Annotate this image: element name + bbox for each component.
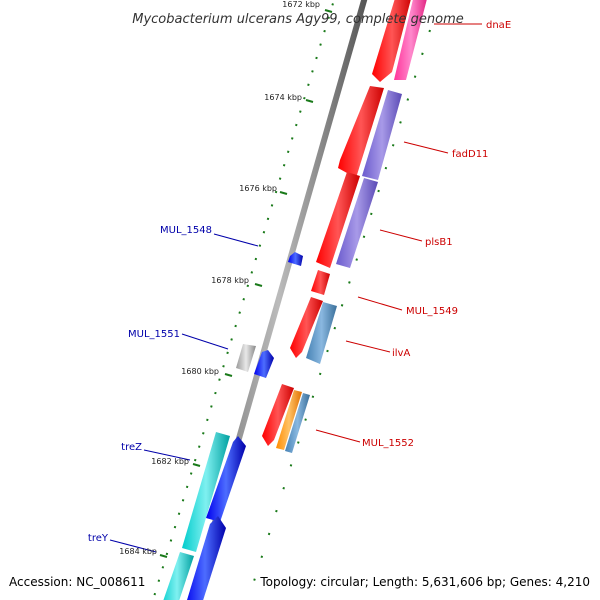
gene-arrow-fadd11-cds <box>338 86 384 178</box>
gene-arrow-mul1552-blue <box>285 393 310 453</box>
gene-arrow-ilva <box>306 302 337 364</box>
accession-text: Accession: NC_008611 <box>9 575 145 589</box>
gene-arrow-trez-blue <box>206 436 246 522</box>
gene-arrow-dnae <box>394 0 427 80</box>
reverse-feature-track <box>163 252 303 600</box>
tick-label: 1672 kbp <box>282 0 320 9</box>
gene-arrow-dnae-cds <box>372 0 411 82</box>
tick-label: 1676 kbp <box>239 184 277 193</box>
gene-arrow-mul1552-cds <box>262 384 294 446</box>
gene-arrow-mul1548 <box>288 252 303 266</box>
tick-label: 1674 kbp <box>264 93 302 102</box>
gene-arrow-ilva-cds <box>290 297 323 358</box>
gene-arrow-trey-cyan <box>163 552 194 600</box>
gene-label-trey: treY <box>88 533 109 544</box>
gene-labels-reverse: MUL_1548 MUL_1551 treZ treY <box>88 225 212 544</box>
tick-label: 1684 kbp <box>119 547 157 556</box>
map-title: Mycobacterium ulcerans Agy99, complete g… <box>132 12 464 27</box>
gene-arrow-mul1549-cds <box>311 270 330 295</box>
gene-label-ilva: ilvA <box>392 348 410 359</box>
tick-label: 1682 kbp <box>151 457 189 466</box>
gene-arrow-fadd11 <box>362 90 402 180</box>
gene-label-mul1548: MUL_1548 <box>160 225 212 236</box>
kbp-ticks <box>159 9 333 558</box>
tick-ring-inner <box>151 0 336 600</box>
gene-label-mul1551: MUL_1551 <box>128 329 180 340</box>
gene-arrow-mul1551 <box>254 350 274 378</box>
gene-arrow-plsb1 <box>336 178 378 268</box>
gene-arrow-mul1551-grey <box>236 344 256 372</box>
kbp-tick-labels: 1672 kbp 1674 kbp 1676 kbp 1678 kbp 1680… <box>119 0 320 556</box>
tick-label: 1678 kbp <box>211 276 249 285</box>
forward-feature-track <box>276 0 427 453</box>
gene-label-plsb1: plsB1 <box>425 237 453 248</box>
gene-labels-forward: dnaE fadD11 plsB1 MUL_1549 ilvA MUL_1552 <box>362 20 511 449</box>
topology-text: Topology: circular; Length: 5,631,606 bp… <box>259 575 590 589</box>
gene-arrow-trey <box>187 516 226 600</box>
label-leaders-forward <box>315 23 482 443</box>
gene-arrow-plsb1-cds <box>316 172 360 268</box>
gene-label-fadd11: fadD11 <box>452 149 488 160</box>
gene-label-trez: treZ <box>121 442 142 453</box>
label-leaders-reverse <box>109 233 259 553</box>
gene-arrow-mul1552-orange <box>276 390 302 450</box>
tick-label: 1680 kbp <box>181 367 219 376</box>
gene-label-mul1549: MUL_1549 <box>406 306 458 317</box>
forward-cds-track <box>262 0 411 446</box>
gene-label-mul1552: MUL_1552 <box>362 438 414 449</box>
gene-arrow-trez <box>182 432 230 552</box>
gene-label-dnae: dnaE <box>486 20 511 31</box>
